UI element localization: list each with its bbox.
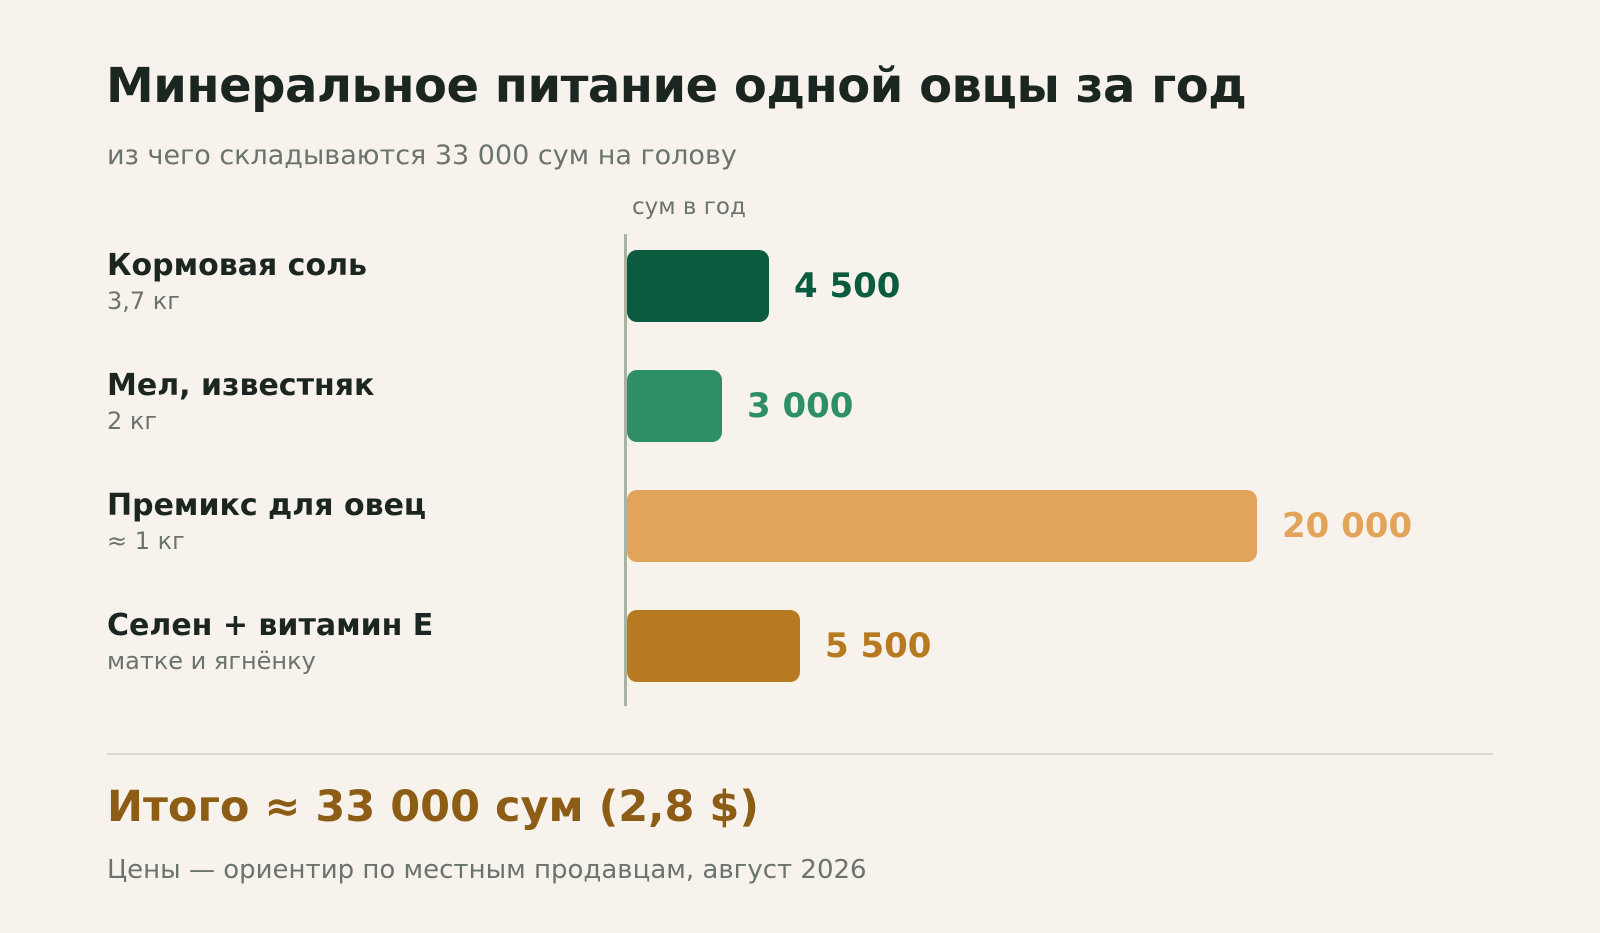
total-summary: Итого ≈ 33 000 сум (2,8 $): [107, 782, 759, 832]
bar-value-label: 5 500: [825, 626, 932, 666]
bar-value-label: 3 000: [747, 386, 854, 426]
category-name: Премикс для овец: [107, 488, 427, 523]
unit-label: сум в год: [632, 194, 746, 220]
category-name: Кормовая соль: [107, 248, 368, 283]
chart-subtitle: из чего складываются 33 000 сум на голов…: [107, 140, 737, 171]
category-name: Мел, известняк: [107, 368, 375, 403]
category-label: Кормовая соль 3,7 кг: [107, 248, 367, 318]
bar: [627, 250, 769, 322]
footnote: Цены — ориентир по местным продавцам, ав…: [107, 855, 867, 885]
category-note: 3,7 кг: [107, 287, 180, 315]
category-note: ≈ 1 кг: [107, 527, 185, 555]
category-label: Селен + витамин Е матке и ягнёнку: [107, 608, 433, 678]
category-name: Селен + витамин Е: [107, 608, 434, 643]
bar-value-label: 20 000: [1282, 506, 1413, 546]
bar: [627, 490, 1257, 562]
bar-value-label: 4 500: [794, 266, 901, 306]
divider: [107, 753, 1493, 755]
category-note: матке и ягнёнку: [107, 647, 316, 675]
bar: [627, 610, 800, 682]
category-label: Премикс для овец ≈ 1 кг: [107, 488, 426, 558]
bar: [627, 370, 722, 442]
category-note: 2 кг: [107, 407, 158, 435]
category-label: Мел, известняк 2 кг: [107, 368, 374, 438]
axis-line: [624, 234, 627, 706]
chart-title: Минеральное питание одной овцы за год: [106, 58, 1247, 114]
